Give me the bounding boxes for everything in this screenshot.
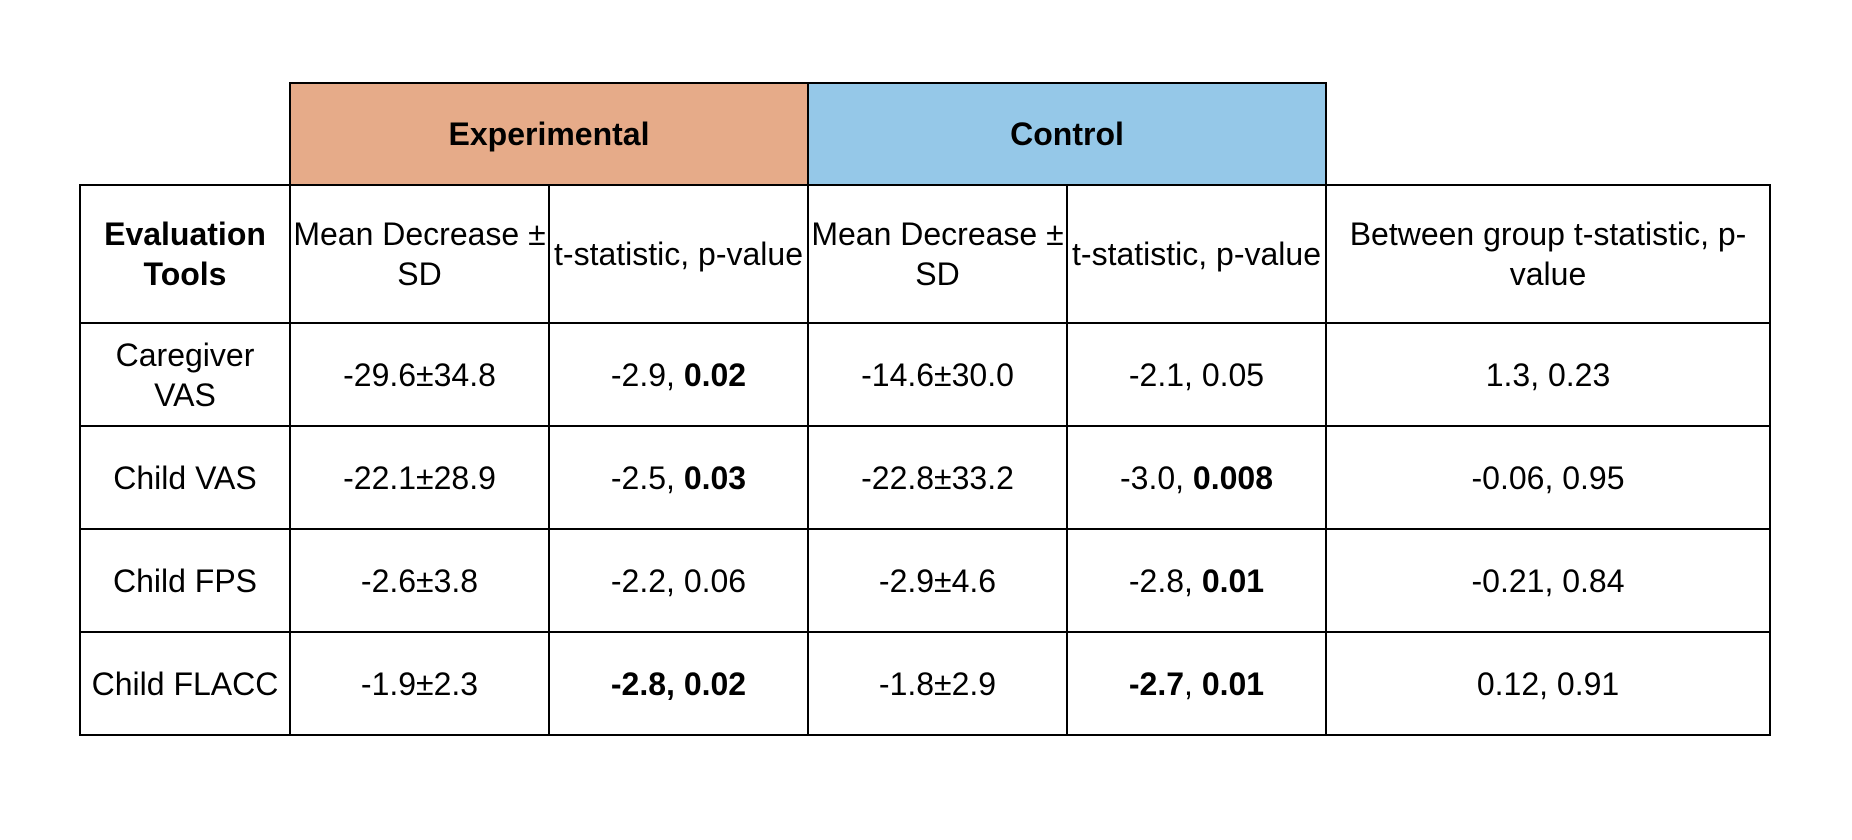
ctl-mean-cell: -14.6±30.0 (807, 322, 1068, 427)
t-value: -2.7 (1128, 665, 1185, 702)
t-value: -2.5 (610, 459, 667, 496)
t-value: -2.1 (1128, 356, 1185, 393)
exp-t-stat-cell: -2.9, 0.02 (548, 322, 809, 427)
row-label: Child FPS (79, 528, 291, 633)
exp-t-stat-cell: -2.5, 0.03 (548, 425, 809, 530)
exp-t-stat-header: t-statistic, p-value (548, 184, 809, 324)
t-value: -2.8 (610, 665, 667, 702)
ctl-mean-cell: -22.8±33.2 (807, 425, 1068, 530)
p-value: 0.01 (1201, 562, 1265, 599)
between-group-cell: 1.3, 0.23 (1325, 322, 1771, 427)
exp-t-stat-cell: -2.2, 0.06 (548, 528, 809, 633)
ctl-t-stat-cell: -2.1, 0.05 (1066, 322, 1327, 427)
p-value: 0.01 (1201, 665, 1265, 702)
row-label: Child FLACC (79, 631, 291, 736)
p-value: 0.008 (1192, 459, 1273, 496)
between-group-cell: -0.21, 0.84 (1325, 528, 1771, 633)
exp-mean-cell: -1.9±2.3 (289, 631, 550, 736)
evaluation-tools-header: Evaluation Tools (79, 184, 291, 324)
row-label: Child VAS (79, 425, 291, 530)
exp-mean-header: Mean Decrease ± SD (289, 184, 550, 324)
between-group-cell: -0.06, 0.95 (1325, 425, 1771, 530)
row-label: Caregiver VAS (79, 322, 291, 427)
ctl-mean-cell: -2.9±4.6 (807, 528, 1068, 633)
ctl-t-stat-cell: -2.8, 0.01 (1066, 528, 1327, 633)
results-table: Experimental Control Evaluation Tools Me… (79, 82, 1771, 736)
table-row: Child FPS -2.6±3.8 -2.2, 0.06 -2.9±4.6 -… (79, 528, 1771, 633)
ctl-t-stat-cell: -2.7, 0.01 (1066, 631, 1327, 736)
p-value: 0.02 (683, 356, 747, 393)
exp-t-stat-cell: -2.8, 0.02 (548, 631, 809, 736)
t-value: -2.8 (1128, 562, 1185, 599)
exp-mean-cell: -22.1±28.9 (289, 425, 550, 530)
table-row: Child VAS -22.1±28.9 -2.5, 0.03 -22.8±33… (79, 425, 1771, 530)
p-value: 0.05 (1201, 356, 1265, 393)
table-row: Caregiver VAS -29.6±34.8 -2.9, 0.02 -14.… (79, 322, 1771, 427)
ctl-t-stat-cell: -3.0, 0.008 (1066, 425, 1327, 530)
between-group-header: Between group t-statistic, p-value (1325, 184, 1771, 324)
t-value: -3.0 (1120, 459, 1176, 496)
group-header-row: Experimental Control (80, 82, 1770, 186)
ctl-mean-header: Mean Decrease ± SD (807, 184, 1068, 324)
exp-mean-cell: -29.6±34.8 (289, 322, 550, 427)
ctl-mean-cell: -1.8±2.9 (807, 631, 1068, 736)
experimental-group-header: Experimental (289, 82, 809, 186)
t-value: -2.2 (610, 562, 667, 599)
between-group-cell: 0.12, 0.91 (1325, 631, 1771, 736)
p-value: 0.02 (683, 665, 747, 702)
ctl-t-stat-header: t-statistic, p-value (1066, 184, 1327, 324)
column-header-row: Evaluation Tools Mean Decrease ± SD t-st… (79, 184, 1771, 324)
p-value: 0.06 (683, 562, 747, 599)
table-row: Child FLACC -1.9±2.3 -2.8, 0.02 -1.8±2.9… (79, 631, 1771, 736)
empty-corner-cell (80, 83, 290, 185)
p-value: 0.03 (683, 459, 747, 496)
t-value: -2.9 (610, 356, 667, 393)
exp-mean-cell: -2.6±3.8 (289, 528, 550, 633)
t-p-separator: , (666, 665, 684, 702)
control-group-header: Control (807, 82, 1327, 186)
empty-corner-cell-right (1326, 83, 1770, 185)
